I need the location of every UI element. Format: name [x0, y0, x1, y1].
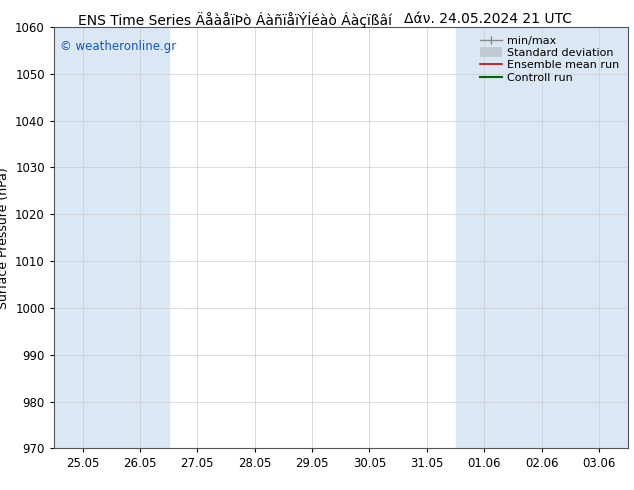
Text: © weatheronline.gr: © weatheronline.gr — [60, 40, 176, 52]
Y-axis label: Surface Pressure (hPa): Surface Pressure (hPa) — [0, 167, 10, 309]
Bar — [513, 27, 571, 448]
Bar — [112, 27, 169, 448]
Text: ENS Time Series ÄåàåïÞò ÁàñïåïÝÍéàò Áàçïßâí: ENS Time Series ÄåàåïÞò ÁàñïåïÝÍéàò Áàçï… — [77, 12, 392, 28]
Bar — [54, 27, 112, 448]
Legend: min/max, Standard deviation, Ensemble mean run, Controll run: min/max, Standard deviation, Ensemble me… — [477, 32, 622, 86]
Bar — [571, 27, 628, 448]
Text: Δάν. 24.05.2024 21 UTC: Δάν. 24.05.2024 21 UTC — [404, 12, 572, 26]
Bar — [455, 27, 513, 448]
